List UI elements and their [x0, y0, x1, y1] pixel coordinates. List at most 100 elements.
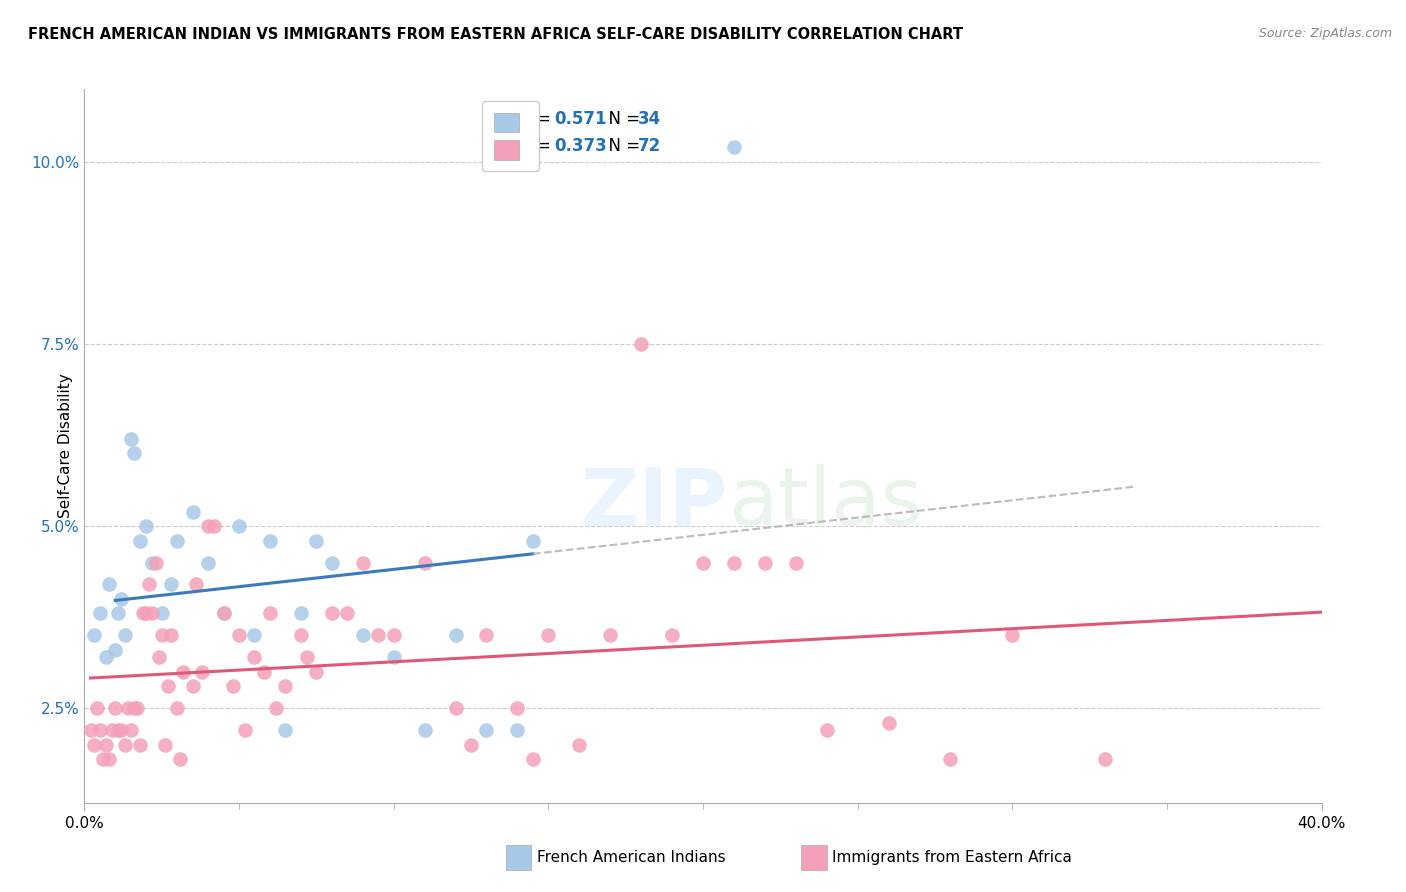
Point: [172, 665, 194, 679]
Point: [382, 650, 405, 665]
Point: [169, 752, 191, 766]
Point: [138, 577, 160, 591]
Point: [160, 628, 183, 642]
Point: [692, 556, 714, 570]
Point: [212, 607, 235, 621]
Point: [259, 607, 281, 621]
Point: [110, 591, 132, 606]
Point: [104, 701, 127, 715]
Point: [135, 607, 157, 621]
Point: [475, 723, 498, 737]
Point: [522, 533, 544, 548]
Point: [141, 607, 163, 621]
Point: [101, 723, 124, 737]
Point: [120, 723, 142, 737]
Point: [120, 432, 142, 446]
Point: [537, 628, 560, 642]
Point: [150, 607, 173, 621]
Point: [150, 628, 173, 642]
Point: [181, 504, 204, 518]
Point: [877, 715, 900, 730]
Point: [184, 577, 207, 591]
Text: N =: N =: [598, 111, 645, 128]
Point: [135, 519, 157, 533]
Point: [723, 140, 745, 154]
Point: [114, 628, 136, 642]
Point: [129, 738, 152, 752]
Point: [754, 556, 776, 570]
Point: [506, 701, 529, 715]
Point: [98, 577, 121, 591]
Point: [222, 679, 245, 693]
Point: [228, 519, 250, 533]
Point: [89, 607, 111, 621]
Point: [321, 556, 343, 570]
Point: [274, 723, 297, 737]
Point: [815, 723, 838, 737]
Point: [107, 723, 129, 737]
Text: 72: 72: [637, 137, 661, 155]
Point: [122, 701, 145, 715]
Point: [166, 533, 188, 548]
Point: [228, 628, 250, 642]
Point: [243, 628, 266, 642]
Point: [243, 650, 266, 665]
Text: Source: ZipAtlas.com: Source: ZipAtlas.com: [1258, 27, 1392, 40]
Point: [290, 628, 312, 642]
Point: [305, 533, 328, 548]
Point: [148, 650, 170, 665]
Point: [122, 446, 145, 460]
Point: [83, 738, 105, 752]
Point: [83, 628, 105, 642]
Point: [321, 607, 343, 621]
Point: [114, 738, 136, 752]
Point: [352, 628, 374, 642]
Text: Immigrants from Eastern Africa: Immigrants from Eastern Africa: [832, 850, 1073, 864]
Text: 0.373: 0.373: [554, 137, 607, 155]
Point: [382, 628, 405, 642]
Point: [89, 723, 111, 737]
Point: [94, 738, 117, 752]
Text: FRENCH AMERICAN INDIAN VS IMMIGRANTS FROM EASTERN AFRICA SELF-CARE DISABILITY CO: FRENCH AMERICAN INDIAN VS IMMIGRANTS FRO…: [28, 27, 963, 42]
Point: [212, 607, 235, 621]
Point: [104, 643, 127, 657]
Point: [117, 701, 139, 715]
Point: [181, 679, 204, 693]
Point: [506, 723, 529, 737]
Point: [264, 701, 287, 715]
Point: [129, 533, 152, 548]
Point: [475, 628, 498, 642]
Point: [107, 607, 129, 621]
Point: [233, 723, 256, 737]
Point: [110, 723, 132, 737]
Point: [413, 723, 436, 737]
Point: [153, 738, 176, 752]
Point: [295, 650, 318, 665]
Text: N =: N =: [598, 137, 645, 155]
Point: [86, 701, 108, 715]
Point: [599, 628, 621, 642]
Point: [939, 752, 962, 766]
Point: [91, 752, 114, 766]
Point: [202, 519, 225, 533]
Point: [98, 752, 121, 766]
Y-axis label: Self-Care Disability: Self-Care Disability: [58, 374, 73, 518]
Point: [191, 665, 214, 679]
Point: [444, 628, 467, 642]
Point: [274, 679, 297, 693]
Text: ZIP: ZIP: [581, 464, 728, 542]
Text: R =: R =: [520, 111, 555, 128]
Point: [568, 738, 591, 752]
Point: [305, 665, 328, 679]
Point: [444, 701, 467, 715]
Legend: , : ,: [482, 101, 538, 171]
Point: [145, 556, 167, 570]
Point: [785, 556, 807, 570]
Point: [661, 628, 683, 642]
Point: [125, 701, 148, 715]
Point: [522, 752, 544, 766]
Point: [723, 556, 745, 570]
Point: [413, 556, 436, 570]
Point: [1094, 752, 1116, 766]
Point: [132, 607, 155, 621]
